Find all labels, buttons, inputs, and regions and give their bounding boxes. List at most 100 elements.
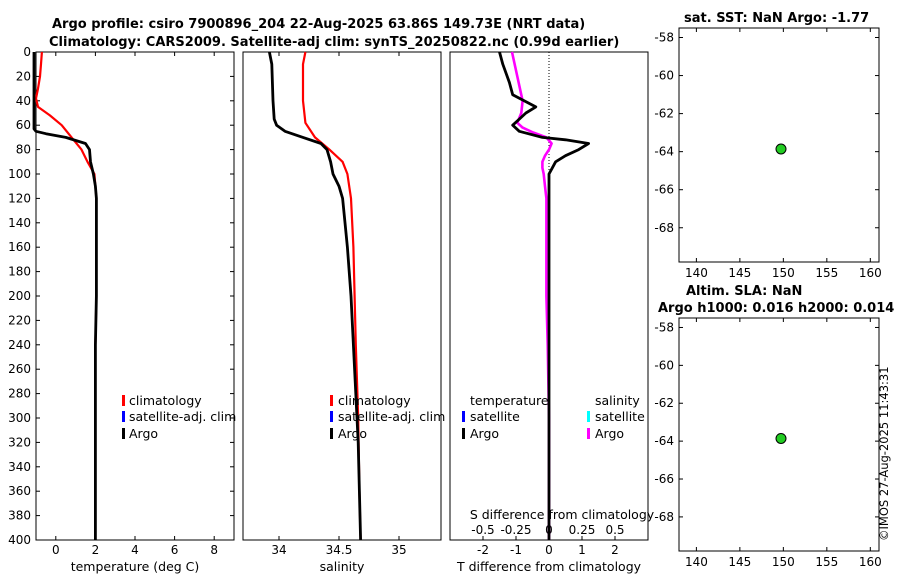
difference-panel: -2 -1 0 1 2 -0.5 -0.25 0 0.25 0.5 S difference f… bbox=[449, 51, 655, 574]
depth-tick-label: 40 bbox=[16, 94, 31, 108]
x-tick-label: -1 bbox=[510, 543, 522, 557]
temperature-legend: climatology satellite-adj. clim Argo bbox=[122, 393, 236, 441]
depth-tick-label: 100 bbox=[8, 167, 31, 181]
depth-tick-label: 300 bbox=[8, 411, 31, 425]
legend-argo-swatch bbox=[122, 428, 125, 439]
temperature-axes-frame bbox=[35, 51, 235, 541]
depth-tick-label: 240 bbox=[8, 338, 31, 352]
legend-temp-satellite-label: satellite bbox=[470, 409, 520, 424]
y-tick-label: -58 bbox=[654, 31, 674, 45]
sla-title-line-2: Argo h1000: 0.016 h2000: 0.014 bbox=[658, 301, 894, 316]
x-tick-label: 34.5 bbox=[326, 543, 353, 557]
depth-tick-label: 0 bbox=[23, 45, 31, 59]
x-tick-label: 150 bbox=[772, 555, 795, 569]
y-tick-label: -62 bbox=[654, 396, 674, 410]
depth-tick-label: 400 bbox=[8, 533, 31, 547]
y-tick-label: -64 bbox=[654, 434, 674, 448]
top-tick-label: 0.5 bbox=[605, 523, 624, 537]
x-tick-label: 140 bbox=[685, 555, 708, 569]
depth-tick-label: 60 bbox=[16, 118, 31, 132]
depth-tick-label: 140 bbox=[8, 216, 31, 230]
temperature-argo-line bbox=[498, 51, 590, 540]
x-tick-label: 1 bbox=[578, 543, 586, 557]
y-tick-label: -68 bbox=[654, 510, 674, 524]
temperature-xlabel: temperature (deg C) bbox=[71, 559, 200, 574]
x-tick-label: 145 bbox=[728, 266, 751, 280]
depth-tick-label: 160 bbox=[8, 240, 31, 254]
legend-argo-label: Argo bbox=[338, 426, 367, 441]
legend-temperature-title: temperature bbox=[470, 393, 549, 408]
sla-points bbox=[775, 432, 787, 444]
sst-axes-ticks: -58 -60 -62 -64 -66 -68 140 145 150 155 160 bbox=[654, 28, 882, 280]
depth-tick-label: 200 bbox=[8, 289, 31, 303]
difference-series bbox=[498, 51, 590, 540]
argo-position-marker bbox=[775, 432, 787, 444]
depth-tick-label: 220 bbox=[8, 313, 31, 327]
y-tick-label: -66 bbox=[654, 472, 674, 486]
legend-temp-argo-label: Argo bbox=[470, 426, 499, 441]
depth-tick-label: 180 bbox=[8, 265, 31, 279]
x-tick-label: 155 bbox=[815, 266, 838, 280]
sst-title: sat. SST: NaN Argo: -1.77 bbox=[684, 11, 869, 26]
temperature-x-axis: 0 2 4 6 8 bbox=[52, 52, 218, 557]
depth-tick-label: 360 bbox=[8, 484, 31, 498]
sla-map-panel: Altim. SLA: NaN Argo h1000: 0.016 h2000:… bbox=[654, 284, 894, 569]
legend-sal-argo-swatch bbox=[587, 428, 590, 439]
x-tick-label: 145 bbox=[728, 555, 751, 569]
x-tick-label: 4 bbox=[131, 543, 139, 557]
legend-argo-swatch bbox=[330, 428, 333, 439]
argo-position-marker bbox=[775, 143, 787, 155]
salinity-axes-frame bbox=[242, 51, 442, 541]
legend-argo-label: Argo bbox=[129, 426, 158, 441]
legend-satellite-label: satellite-adj. clim bbox=[129, 409, 236, 424]
depth-tick-label: 320 bbox=[8, 435, 31, 449]
legend-climatology-swatch bbox=[122, 395, 125, 406]
salinity-legend: climatology satellite-adj. clim Argo bbox=[330, 393, 445, 441]
x-tick-label: 0 bbox=[545, 543, 553, 557]
top-tick-label: -0.5 bbox=[471, 523, 494, 537]
depth-tick-label: 260 bbox=[8, 362, 31, 376]
x-tick-label: 6 bbox=[171, 543, 179, 557]
s-difference-label: S difference from climatology bbox=[470, 507, 655, 522]
x-tick-label: 2 bbox=[611, 543, 619, 557]
x-tick-label: 155 bbox=[815, 555, 838, 569]
sst-map-panel: sat. SST: NaN Argo: -1.77 -58 -60 -62 -64 -6… bbox=[654, 11, 881, 280]
t-difference-xlabel: T difference from climatology bbox=[456, 559, 642, 574]
s-difference-x-axis: -0.5 -0.25 0 0.25 0.5 bbox=[471, 523, 625, 540]
x-tick-label: 2 bbox=[92, 543, 100, 557]
legend-salinity-title: salinity bbox=[595, 393, 640, 408]
x-tick-label: 35 bbox=[391, 543, 406, 557]
y-tick-label: -62 bbox=[654, 107, 674, 121]
sla-axes-ticks: -58 -60 -62 -64 -66 -68 140 145 150 155 160 bbox=[654, 318, 882, 569]
x-tick-label: 150 bbox=[772, 266, 795, 280]
x-tick-label: 34 bbox=[271, 543, 286, 557]
legend-temp-argo-swatch bbox=[462, 428, 465, 439]
legend-satellite-swatch bbox=[330, 411, 333, 422]
x-tick-label: 8 bbox=[210, 543, 218, 557]
timestamp-stamp: ©IMOS 27-Aug-2025 11:43:31 bbox=[877, 366, 891, 541]
sst-points bbox=[775, 143, 787, 155]
legend-climatology-swatch bbox=[330, 395, 333, 406]
title-line-1: Argo profile: csiro 7900896_204 22-Aug-2… bbox=[52, 17, 585, 32]
argo-line bbox=[268, 51, 362, 541]
salinity-xlabel: salinity bbox=[320, 559, 365, 574]
x-tick-label: 160 bbox=[859, 555, 882, 569]
salinity-panel: 34 34.5 35 salinity climatology satellite-… bbox=[242, 51, 445, 574]
y-tick-label: -66 bbox=[654, 183, 674, 197]
legend-temp-satellite-swatch bbox=[462, 411, 465, 422]
depth-tick-label: 340 bbox=[8, 460, 31, 474]
depth-tick-label: 380 bbox=[8, 509, 31, 523]
difference-legend: temperature salinity satellite Argo sate… bbox=[462, 393, 645, 441]
legend-sal-argo-label: Argo bbox=[595, 426, 624, 441]
legend-climatology-label: climatology bbox=[129, 393, 202, 408]
argo-line bbox=[32, 52, 98, 540]
y-tick-label: -68 bbox=[654, 221, 674, 235]
legend-sal-satellite-label: satellite bbox=[595, 409, 645, 424]
x-tick-label: 140 bbox=[685, 266, 708, 280]
depth-tick-label: 120 bbox=[8, 191, 31, 205]
y-tick-label: -60 bbox=[654, 358, 674, 372]
climatology-line bbox=[301, 51, 362, 541]
temperature-series bbox=[32, 51, 98, 540]
legend-satellite-label: satellite-adj. clim bbox=[338, 409, 445, 424]
